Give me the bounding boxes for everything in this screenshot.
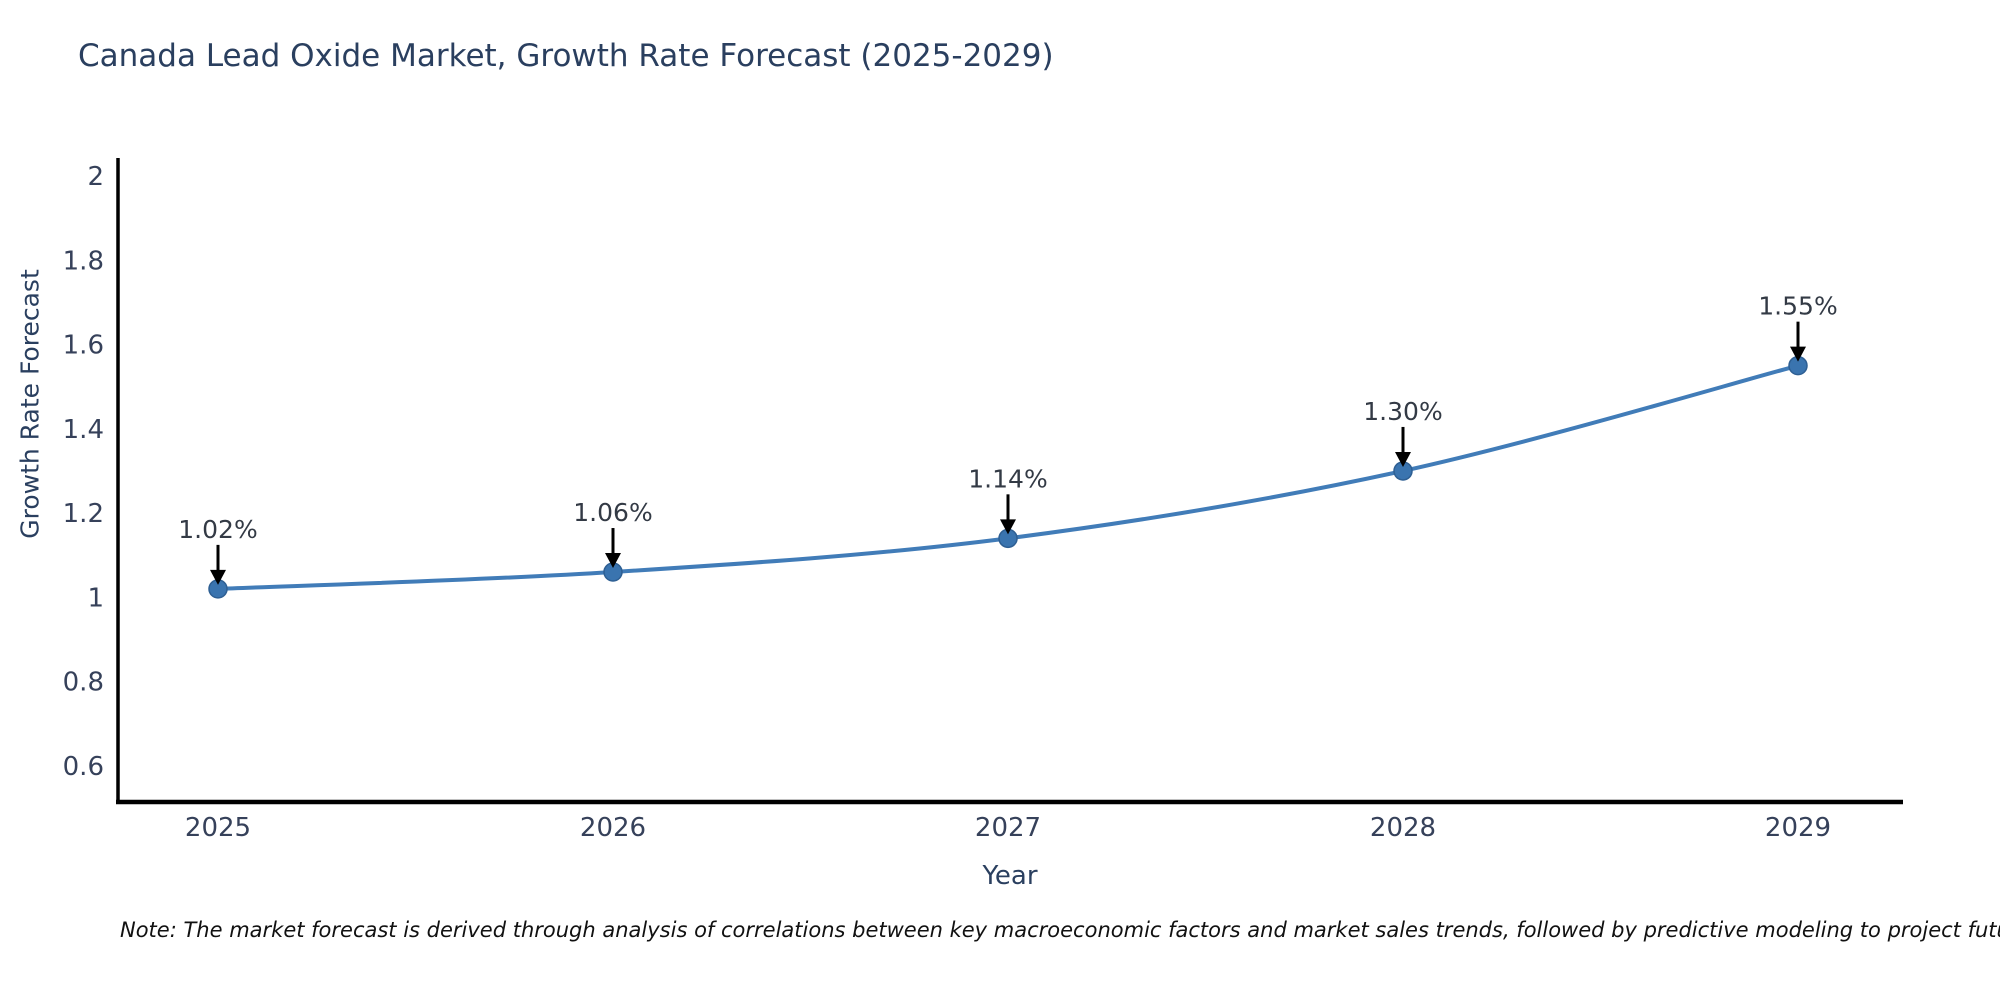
y-tick-label: 0.6 (63, 752, 104, 782)
annotation-arrowhead-icon (1790, 346, 1806, 362)
point-value-label: 1.55% (1758, 292, 1837, 321)
x-tick-label: 2027 (975, 813, 1041, 843)
annotation-arrowhead-icon (1395, 451, 1411, 467)
point-value-label: 1.30% (1363, 397, 1442, 426)
y-tick-label: 1.8 (63, 246, 104, 276)
x-tick-label: 2028 (1370, 813, 1436, 843)
y-tick-label: 1.6 (63, 331, 104, 361)
annotation-arrowhead-icon (605, 553, 621, 569)
point-value-label: 1.14% (968, 464, 1047, 493)
x-tick-label: 2026 (580, 813, 646, 843)
point-value-label: 1.06% (573, 498, 652, 527)
x-tick-label: 2029 (1765, 813, 1831, 843)
chart-title: Canada Lead Oxide Market, Growth Rate Fo… (78, 38, 1054, 74)
y-tick-label: 1 (87, 583, 104, 613)
y-tick-label: 2 (87, 162, 104, 192)
annotation-arrowhead-icon (1000, 519, 1016, 535)
y-tick-label: 1.4 (63, 415, 104, 445)
y-tick-label: 0.8 (63, 668, 104, 698)
y-tick-label: 1.2 (63, 499, 104, 529)
x-tick-label: 2025 (185, 813, 251, 843)
point-value-label: 1.02% (178, 515, 257, 544)
footnote-text: Note: The market forecast is derived thr… (120, 918, 2000, 942)
annotation-arrowhead-icon (210, 569, 226, 585)
x-axis-title: Year (982, 861, 1038, 891)
